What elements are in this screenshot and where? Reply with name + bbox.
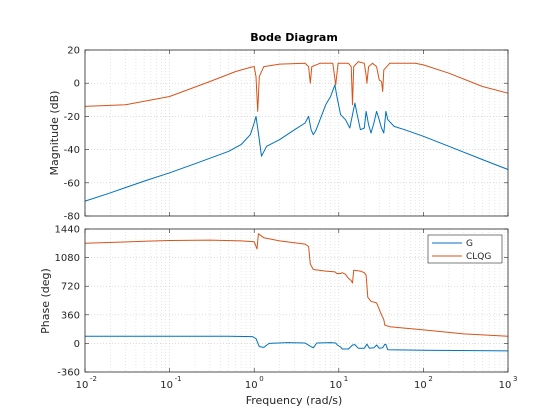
x-tick-exponent: 1 (344, 375, 348, 383)
x-tick-label: 10 (414, 380, 427, 391)
phase-series (84, 233, 509, 352)
y-tick-label: 0 (74, 339, 80, 350)
x-tick-label: 10 (160, 380, 173, 391)
series-line-magnitude-g (84, 84, 509, 202)
y-tick-label: -60 (64, 178, 80, 189)
phase-axes-frame (84, 228, 509, 373)
magnitude-y-ticks: 20 0 -20 -40 -60 -80 (64, 46, 80, 223)
y-tick-label: 720 (61, 282, 80, 293)
y-tick-label: -20 (64, 112, 80, 123)
x-tick-exponent: -2 (90, 375, 97, 383)
magnitude-axes-background (85, 50, 508, 216)
phase-panel: 1440 1080 720 360 0 -360 Phase (deg) G CLQG (39, 225, 509, 379)
y-tick-label: -80 (64, 212, 80, 223)
legend-label-clqg: CLQG (466, 252, 491, 262)
series-line-phase-clqg (84, 233, 509, 337)
x-tick-exponent: 0 (259, 375, 263, 383)
magnitude-panel: 20 0 -20 -40 -60 -80 Magnitude (dB) (48, 46, 509, 223)
x-tick-label: 10 (76, 380, 89, 391)
y-tick-label: 360 (61, 310, 80, 321)
magnitude-grid (84, 49, 509, 217)
phase-y-ticks: 1440 1080 720 360 0 -360 (55, 225, 80, 379)
x-tick-exponent: 2 (428, 375, 432, 383)
x-tick-label: 10 (499, 380, 512, 391)
x-tick-exponent: 3 (513, 375, 517, 383)
y-tick-label: 1440 (55, 225, 80, 236)
magnitude-ylabel: Magnitude (dB) (48, 91, 61, 176)
magnitude-series (84, 61, 509, 202)
y-tick-label: 0 (74, 79, 80, 90)
phase-ylabel: Phase (deg) (39, 268, 52, 334)
x-tick-label: 10 (245, 380, 258, 391)
x-tick-label: 10 (329, 380, 342, 391)
legend-label-g: G (466, 239, 473, 249)
legend-box (427, 234, 503, 264)
legend: G CLQG (427, 234, 503, 264)
series-line-phase-g (85, 335, 509, 352)
y-tick-label: -40 (64, 145, 80, 156)
series-line-magnitude-clqg (84, 61, 509, 112)
y-tick-label: 20 (67, 46, 80, 57)
y-tick-label: -360 (57, 368, 80, 379)
y-tick-label: 1080 (55, 253, 80, 264)
x-axis-label: Frequency (rad/s) (246, 394, 343, 407)
magnitude-axes-frame (84, 49, 509, 217)
x-tick-exponent: -1 (175, 375, 182, 383)
chart-title: Bode Diagram (250, 31, 338, 44)
